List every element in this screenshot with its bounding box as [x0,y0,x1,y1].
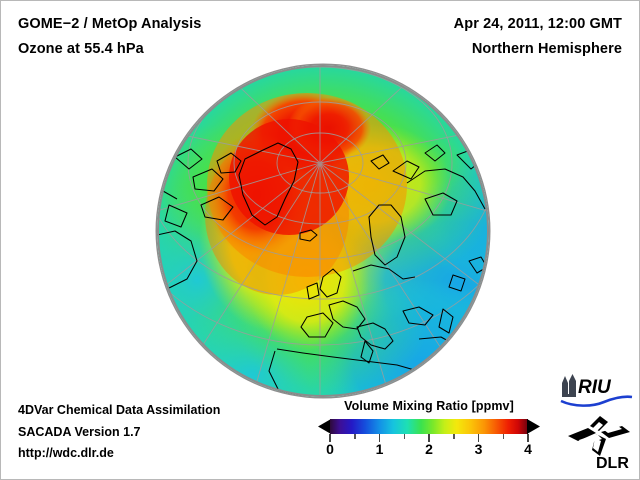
colorbar-tick-label: 1 [375,441,384,457]
dlr-wordmark: DLR [596,455,629,472]
colorbar-gradient [330,419,528,434]
credits-url[interactable]: http://wdc.dlr.de [18,446,114,460]
colorbar-tick-labels: 0 1 2 3 4 [318,441,540,461]
colorbar-tick-label: 2 [425,441,433,457]
colorbar-tick-major [477,434,480,442]
credits-block: 4DVar Chemical Data Assimilation SACADA … [18,400,220,465]
globe-rim [157,65,489,397]
header-right: Apr 24, 2011, 12:00 GMT Northern Hemisph… [302,12,622,62]
page-subtitle: Ozone at 55.4 hPa [18,41,144,57]
colorbar-tick-major [378,434,381,442]
riu-wave-icon [560,395,633,407]
riu-logo: RIU [558,374,634,408]
colorbar-tick-label: 4 [524,441,532,457]
header-left: GOME−2 / MetOp Analysis Ozone at 55.4 hP… [18,12,318,62]
globe-map [157,65,489,397]
credits-line-2: SACADA Version 1.7 [18,424,141,439]
colorbar: Volume Mixing Ratio [ppmv] 0 1 2 3 4 [318,399,540,461]
ozone-field [157,65,489,397]
colorbar-tick-major [428,434,430,442]
dlr-mark-icon [568,416,630,456]
colorbar-tick-major [329,434,331,442]
colorbar-tick-minor [354,434,356,439]
timestamp-label: Apr 24, 2011, 12:00 GMT [453,16,622,32]
hemisphere-label: Northern Hemisphere [471,41,622,57]
colorbar-title: Volume Mixing Ratio [ppmv] [344,399,514,413]
credits-line-1: 4DVar Chemical Data Assimilation [18,403,221,417]
colorbar-tick-major [527,434,529,442]
colorbar-tick-label: 3 [474,441,483,457]
colorbar-ticks [329,434,529,442]
colorbar-tick-label: 0 [326,441,334,457]
globe-disc [157,65,489,397]
colorbar-tick-minor [453,434,455,439]
colorbar-tick-minor [403,434,405,439]
riu-wordmark: RIU [578,377,612,398]
colorbar-extend-max-arrow [527,419,540,434]
colorbar-row [318,418,540,442]
page-title: GOME−2 / MetOp Analysis [18,16,202,32]
colorbar-tick-minor [502,434,504,439]
riu-towers-icon [562,374,576,397]
dlr-logo: DLR [566,414,634,472]
